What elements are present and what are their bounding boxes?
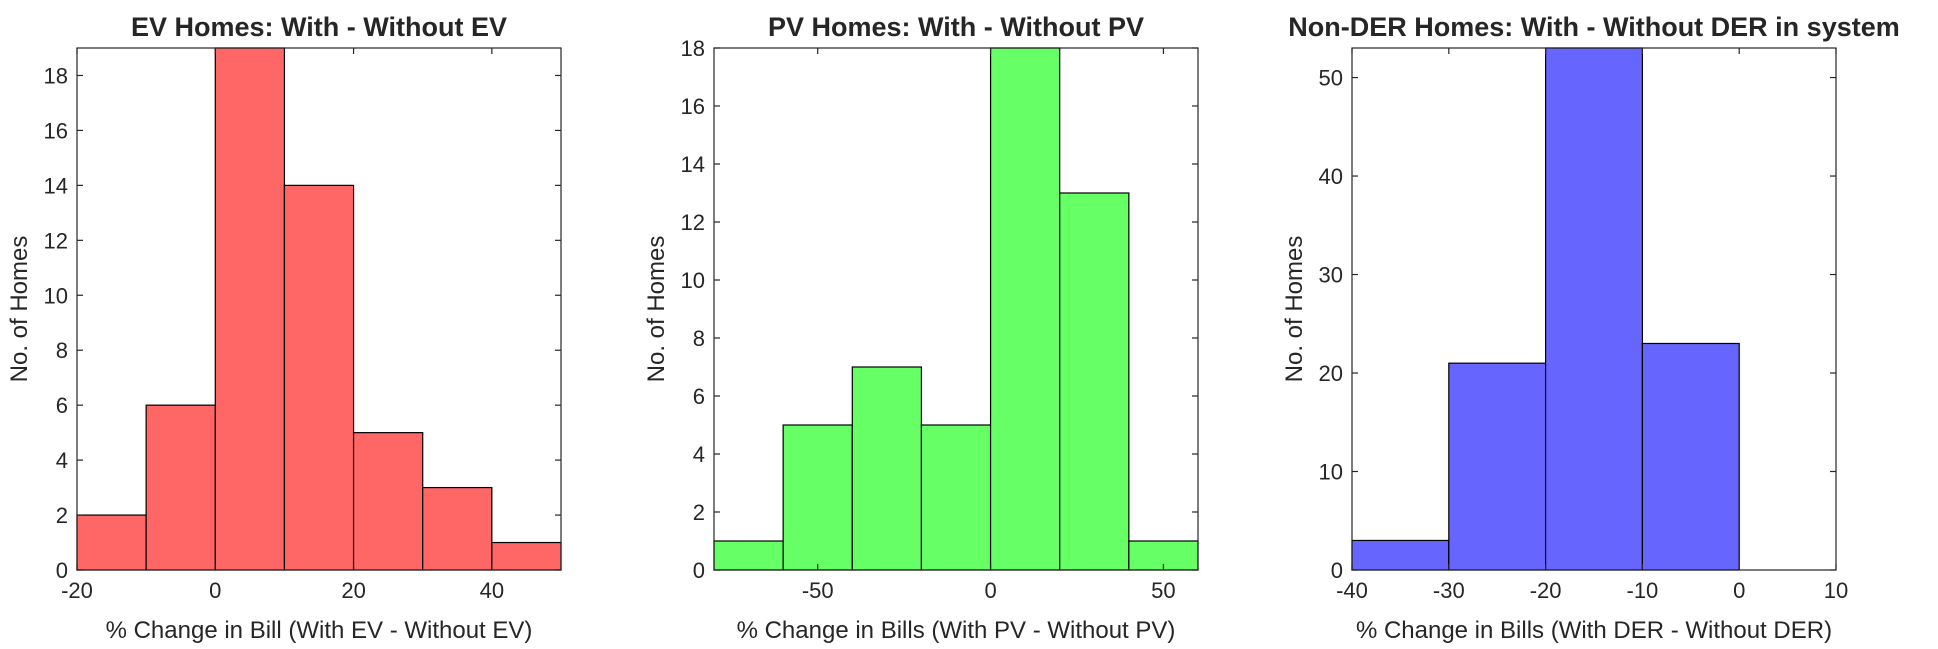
- histogram-bar: [422, 486, 493, 571]
- x-tick-label: -40: [1336, 578, 1368, 603]
- histogram-bar: [989, 47, 1061, 571]
- x-tick-label: 20: [341, 578, 365, 603]
- axes-box: [713, 47, 1199, 571]
- chart-title: EV Homes: With - Without EV: [131, 12, 507, 42]
- histogram-bar: [76, 514, 147, 571]
- x-axis-label: % Change in Bills (With PV - Without PV): [737, 617, 1176, 644]
- histogram-bar: [1351, 539, 1450, 571]
- histogram-bar: [782, 424, 853, 571]
- y-tick-label: 10: [1319, 460, 1343, 485]
- y-tick-label: 4: [56, 448, 68, 473]
- histogram-bar: [491, 541, 562, 571]
- x-tick-label: -30: [1433, 578, 1465, 603]
- chart-title: PV Homes: With - Without PV: [768, 12, 1144, 42]
- histogram-bar: [1641, 342, 1740, 571]
- y-tick-label: 16: [44, 118, 68, 143]
- y-axis-label: No. of Homes: [1281, 236, 1308, 383]
- y-tick-label: 18: [681, 36, 705, 61]
- histogram-bar: [1059, 192, 1130, 571]
- histogram-bar: [145, 404, 216, 571]
- y-tick-label: 8: [693, 326, 705, 351]
- chart-title: Non-DER Homes: With - Without DER in sys…: [1288, 12, 1900, 42]
- y-tick-label: 6: [693, 384, 705, 409]
- y-tick-label: 4: [693, 442, 705, 467]
- y-tick-label: 30: [1319, 263, 1343, 288]
- chart-panel-2: -50 0 50 0 2 4 6 8 10 12 14 16 18 PV Homes: With - Wi…: [643, 12, 1199, 644]
- axes-box: [76, 47, 562, 571]
- histogram-bar: [713, 540, 784, 571]
- y-tick-label: 18: [44, 63, 68, 88]
- x-tick-label: -10: [1627, 578, 1659, 603]
- x-tick-label: 0: [984, 578, 996, 603]
- y-tick-label: 40: [1319, 164, 1343, 189]
- x-tick-label: 40: [480, 578, 504, 603]
- y-tick-label: 14: [681, 152, 705, 177]
- y-tick-label: 14: [44, 173, 68, 198]
- y-tick-label: 0: [693, 558, 705, 583]
- histogram-bar: [1448, 362, 1547, 571]
- y-axis-label: No. of Homes: [6, 236, 33, 383]
- x-tick-label: -50: [802, 578, 834, 603]
- x-tick-label: 10: [1824, 578, 1848, 603]
- x-tick-label: 0: [209, 578, 221, 603]
- y-tick-label: 12: [681, 210, 705, 235]
- y-tick-label: 6: [56, 393, 68, 418]
- x-tick-label: -20: [1530, 578, 1562, 603]
- histogram-bar: [851, 366, 923, 571]
- x-tick-label: -20: [61, 578, 93, 603]
- histogram-bar: [214, 47, 286, 571]
- histogram-bar: [1544, 47, 1643, 571]
- x-tick-label: 0: [1733, 578, 1745, 603]
- y-axis-label: No. of Homes: [643, 236, 670, 383]
- y-tick-label: 20: [1319, 361, 1343, 386]
- y-tick-label: 2: [693, 500, 705, 525]
- histogram-bar: [283, 184, 355, 571]
- y-tick-label: 10: [44, 283, 68, 308]
- y-tick-label: 10: [681, 268, 705, 293]
- x-tick-label: 50: [1151, 578, 1175, 603]
- y-tick-label: 50: [1319, 66, 1343, 91]
- axes-box: [1351, 47, 1837, 571]
- x-axis-label: % Change in Bill (With EV - Without EV): [106, 617, 533, 644]
- y-tick-label: 8: [56, 338, 68, 363]
- histogram-bar: [352, 432, 424, 571]
- histogram-bar: [920, 424, 992, 571]
- x-axis-label: % Change in Bills (With DER - Without DE…: [1356, 617, 1832, 644]
- y-tick-label: 12: [44, 228, 68, 253]
- y-tick-label: 0: [56, 558, 68, 583]
- chart-panel-3: -40 -30 -20 -10 0 10 0 10 20 30 40 50 Non-DER Homes:…: [1281, 12, 1900, 644]
- y-tick-label: 2: [56, 503, 68, 528]
- y-tick-label: 16: [681, 94, 705, 119]
- y-tick-label: 0: [1331, 558, 1343, 583]
